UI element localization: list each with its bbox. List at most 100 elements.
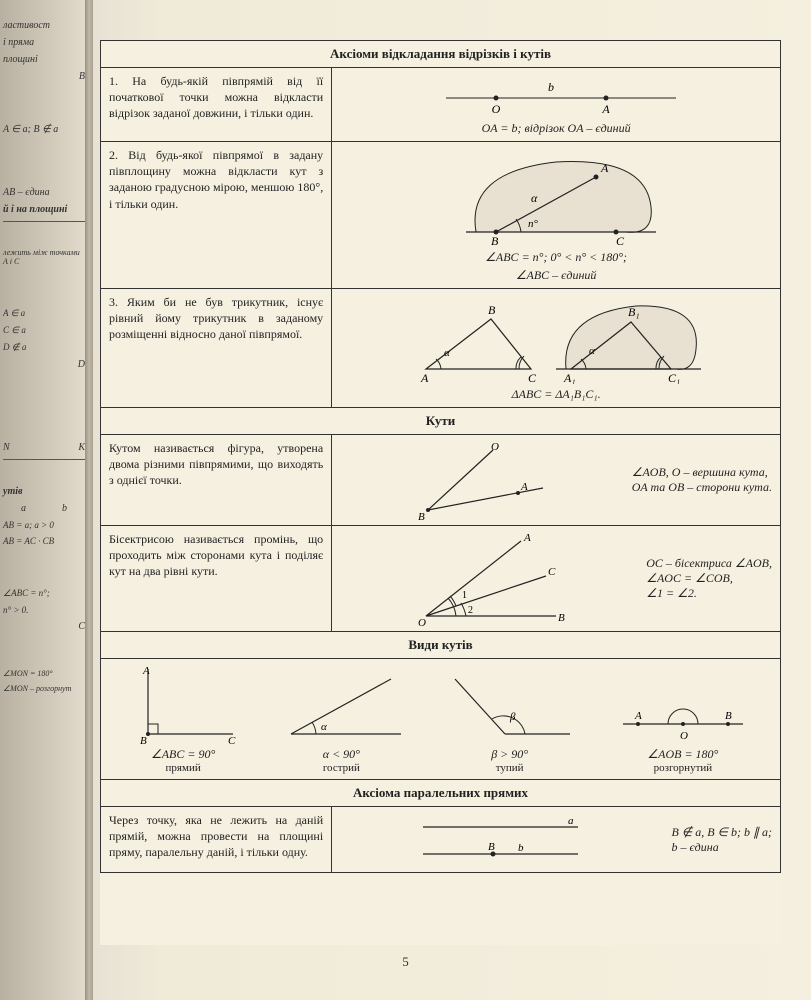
straight-angle-icon: A O B bbox=[613, 664, 753, 744]
svg-text:C: C bbox=[616, 234, 625, 247]
svg-text:B: B bbox=[488, 841, 495, 853]
left-page-fragment: ластивост і пряма площині B A ∈ a; B ∉ a… bbox=[0, 0, 90, 1000]
svg-text:O: O bbox=[680, 730, 688, 742]
axiom2-text: 2. Від будь-якої півпрямої в задану півп… bbox=[101, 142, 332, 289]
right-angle-type: A B C ∠ABC = 90° прямий bbox=[128, 664, 238, 774]
left-fragment: ∠MON – розгорнут bbox=[3, 684, 85, 693]
axiom1-formula: OA = b; відрізок OA – єдиний bbox=[340, 121, 772, 136]
left-fragment: і пряма bbox=[3, 37, 85, 48]
svg-text:C₁: C₁ bbox=[668, 371, 680, 384]
svg-text:1: 1 bbox=[462, 590, 467, 601]
acute-angle-type: α α < 90° гострий bbox=[276, 664, 406, 774]
left-fragment: A ∈ a; B ∉ a bbox=[3, 124, 85, 135]
parallel-formula1: B ∉ a, B ∈ b; b ∥ a; bbox=[671, 825, 772, 840]
left-fragment: й і на площині bbox=[3, 204, 85, 215]
section1-title: Аксіоми відкладання відрізків і кутів bbox=[101, 41, 781, 68]
angle-def-text: Кутом називається фігура, утворена двома… bbox=[101, 435, 332, 526]
axiom1-diagram: O A b OA = b; відрізок OA – єдиний bbox=[332, 68, 781, 142]
svg-text:A: A bbox=[523, 532, 531, 544]
section4-title: Аксіома паралельних прямих bbox=[101, 780, 781, 807]
acute-angle-icon: α bbox=[276, 664, 406, 744]
right-page: Аксіоми відкладання відрізків і кутів 1.… bbox=[100, 40, 781, 945]
svg-text:B: B bbox=[491, 234, 499, 247]
angle-def-diagram: O B A ∠AOB, O – вершина кута, OA та OB –… bbox=[332, 435, 781, 526]
svg-text:A: A bbox=[600, 161, 609, 175]
svg-text:α: α bbox=[321, 721, 327, 733]
left-fragment: C ∈ a bbox=[3, 325, 85, 336]
left-fragment: утів bbox=[3, 486, 85, 497]
angle-def-formula1: ∠AOB, O – вершина кута, bbox=[632, 465, 772, 480]
svg-text:2: 2 bbox=[468, 605, 473, 616]
left-fragment: ∠MON = 180° bbox=[3, 669, 85, 678]
left-fragment: n° > 0. bbox=[3, 605, 85, 615]
left-fragment: b bbox=[62, 503, 67, 514]
svg-text:O: O bbox=[418, 617, 426, 626]
triangle-congruence-icon: A B C α A₁ B₁ C₁ α bbox=[406, 294, 706, 384]
axiom3-text: 3. Яким би не був трикутник, існує рівни… bbox=[101, 289, 332, 408]
angle-icon: O B A bbox=[403, 440, 553, 520]
left-fragment: D bbox=[3, 359, 85, 370]
bisector-formula3: ∠1 = ∠2. bbox=[646, 586, 772, 601]
svg-text:α: α bbox=[531, 191, 538, 205]
section3-title: Види кутів bbox=[101, 632, 781, 659]
straight-angle-type: A O B ∠AOB = 180° розгорнутий bbox=[613, 664, 753, 774]
svg-text:a: a bbox=[568, 815, 574, 827]
left-fragment: AB = a; a > 0 bbox=[3, 520, 85, 530]
svg-text:β: β bbox=[509, 711, 516, 723]
svg-text:A: A bbox=[601, 102, 610, 116]
obtuse-angle-type: β β > 90° тупий bbox=[445, 664, 575, 774]
left-fragment: ластивост bbox=[3, 20, 85, 31]
svg-text:O: O bbox=[491, 441, 499, 453]
right-angle-icon: A B C bbox=[128, 664, 238, 744]
left-fragment: K bbox=[78, 442, 85, 453]
segment-diagram-icon: O A b bbox=[426, 73, 686, 118]
svg-text:A₁: A₁ bbox=[563, 371, 576, 384]
svg-text:O: O bbox=[492, 102, 501, 116]
left-fragment: A ∈ a bbox=[3, 308, 85, 319]
angle-types-cell: A B C ∠ABC = 90° прямий bbox=[101, 659, 781, 780]
bisector-icon: O A B C 1 2 bbox=[406, 531, 566, 626]
left-fragment: AB – єдина bbox=[3, 187, 85, 198]
svg-text:A: A bbox=[634, 710, 642, 722]
left-fragment: D ∉ a bbox=[3, 342, 85, 353]
parallel-axiom-text: Через точку, яка не лежить на даній прям… bbox=[101, 807, 332, 873]
axiom1-text: 1. На будь-якій півпрямій від її початко… bbox=[101, 68, 332, 142]
svg-text:B: B bbox=[488, 303, 496, 317]
left-fragment: C bbox=[3, 621, 85, 632]
parallel-formula2: b – єдина bbox=[671, 840, 772, 855]
bisector-def-diagram: O A B C 1 2 OC – бісектриса ∠AOB, ∠AOC =… bbox=[332, 526, 781, 632]
left-fragment: a bbox=[21, 503, 26, 514]
svg-text:b: b bbox=[548, 80, 554, 94]
svg-text:A: A bbox=[520, 481, 528, 493]
left-fragment: площині bbox=[3, 54, 85, 65]
bisector-formula1: OC – бісектриса ∠AOB, bbox=[646, 556, 772, 571]
left-fragment: N bbox=[3, 442, 10, 453]
axiom3-diagram: A B C α A₁ B₁ C₁ α bbox=[332, 289, 781, 408]
axiom3-formula: ΔABC = ΔA₁B₁C₁. bbox=[340, 387, 772, 402]
svg-text:B: B bbox=[725, 710, 732, 722]
bisector-def-text: Бісектрисою називається промінь, що прох… bbox=[101, 526, 332, 632]
svg-text:b: b bbox=[518, 842, 524, 854]
section2-title: Кути bbox=[101, 408, 781, 435]
content-table: Аксіоми відкладання відрізків і кутів 1.… bbox=[100, 40, 781, 873]
page-number: 5 bbox=[402, 954, 409, 970]
axiom2-formula1: ∠ABC = n°; 0° < n° < 180°; bbox=[340, 250, 772, 265]
svg-text:B: B bbox=[418, 511, 425, 520]
parallel-lines-icon: a b B bbox=[408, 812, 588, 867]
book-spine bbox=[85, 0, 93, 1000]
left-fragment: B bbox=[3, 71, 85, 82]
svg-text:B: B bbox=[140, 735, 147, 744]
left-fragment: ∠ABC = n°; bbox=[3, 588, 85, 599]
svg-text:A: A bbox=[142, 665, 150, 677]
angle-def-formula2: OA та OB – сторони кута. bbox=[632, 480, 772, 495]
parallel-axiom-diagram: a b B B ∉ a, B ∈ b; b ∥ a; b – єдина bbox=[332, 807, 781, 873]
svg-text:α: α bbox=[589, 345, 595, 357]
book-background: ластивост і пряма площині B A ∈ a; B ∉ a… bbox=[0, 0, 811, 1000]
svg-text:A: A bbox=[420, 371, 429, 384]
axiom2-diagram: A B C α n° ∠ABC = n°; 0° < n° < 180°; ∠A… bbox=[332, 142, 781, 289]
svg-text:C: C bbox=[228, 735, 236, 744]
bisector-formula2: ∠AOC = ∠COB, bbox=[646, 571, 772, 586]
svg-text:n°: n° bbox=[528, 218, 539, 230]
left-fragment: лежить між точками A і C bbox=[3, 248, 85, 266]
obtuse-angle-icon: β bbox=[445, 664, 575, 744]
